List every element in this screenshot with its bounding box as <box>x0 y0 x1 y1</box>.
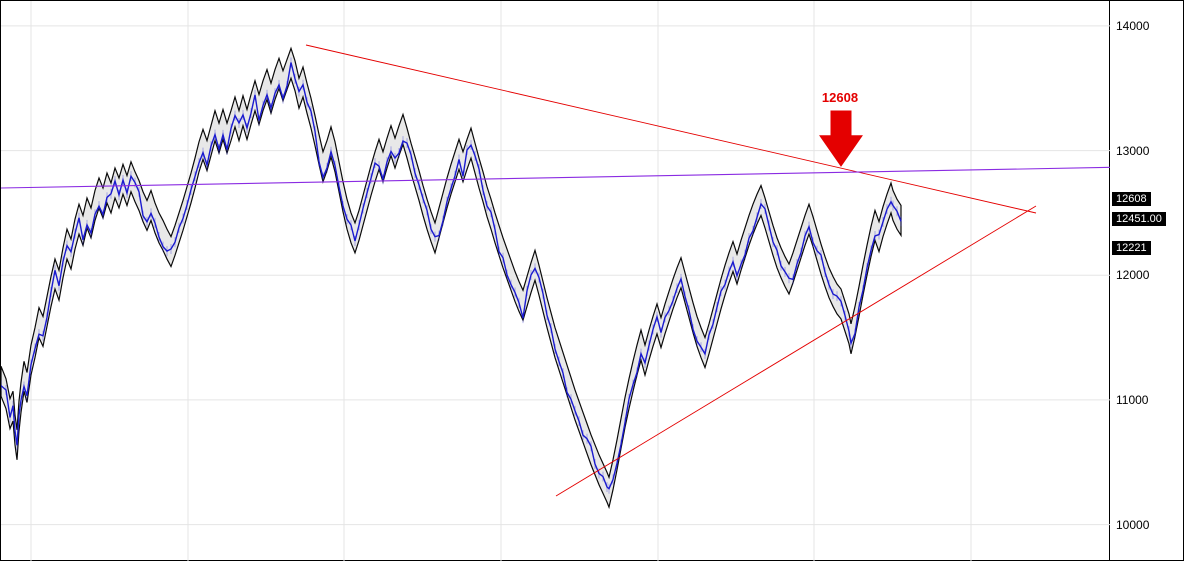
chart-svg <box>1 1 1111 561</box>
y-tick-label: 12000 <box>1116 268 1149 282</box>
y-tick-label: 11000 <box>1116 393 1148 407</box>
y-tick-label: 10000 <box>1116 518 1149 532</box>
y-tick-label: 14000 <box>1116 19 1149 33</box>
chart-plot-area[interactable] <box>0 0 1110 561</box>
y-tick-label: 13000 <box>1116 144 1149 158</box>
price-badge: 12608 <box>1112 192 1151 206</box>
y-axis-pane: 10000 11000 12000 13000 14000 12608 12451.00 12… <box>1110 0 1184 561</box>
arrow-price-label: 12608 <box>822 90 858 105</box>
price-chart-container: 10000 11000 12000 13000 14000 12608 12451.00 12… <box>0 0 1184 561</box>
price-badge: 12221 <box>1112 241 1151 255</box>
price-badge: 12451.00 <box>1112 212 1166 226</box>
